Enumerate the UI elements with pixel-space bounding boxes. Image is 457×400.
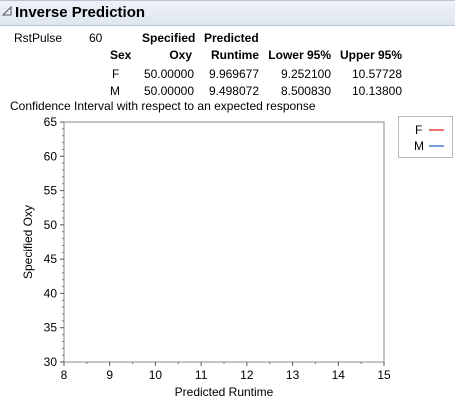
y-tick-label: 60 (44, 149, 58, 163)
chart-subtitle: Confidence Interval with respect to an e… (10, 99, 316, 113)
panel-title: Inverse Prediction (15, 4, 146, 21)
column-header-runtime: Runtime (211, 48, 259, 62)
x-tick-label: 15 (377, 368, 391, 382)
x-tick-label: 14 (332, 368, 346, 382)
column-header-upper95: Upper 95% (339, 48, 402, 62)
y-axis-label: Specified Oxy (21, 205, 35, 279)
table-cell: 50.00000 (143, 84, 194, 98)
legend-label-m: M (414, 139, 424, 153)
column-header-oxy: Oxy (169, 48, 192, 62)
y-tick-label: 35 (44, 321, 58, 335)
y-tick-label: 55 (44, 184, 58, 198)
x-tick-label: 13 (286, 368, 300, 382)
y-tick-label: 65 (44, 115, 58, 129)
table-cell: 9.969677 (208, 67, 259, 81)
column-header-specified: Specified (142, 31, 196, 45)
disclosure-triangle-icon[interactable] (2, 6, 12, 16)
x-axis-label: Predicted Runtime (175, 385, 274, 399)
x-tick-label: 10 (149, 368, 163, 382)
plot-frame (63, 121, 385, 363)
column-header-predicted: Predicted (204, 31, 259, 45)
table-cell: 10.57728 (351, 67, 402, 81)
x-tick-label: 8 (61, 368, 68, 382)
x-tick-label: 9 (106, 368, 113, 382)
inverse-prediction-chart[interactable]: 8 9 10 11 12 13 14 15 30 35 40 45 50 55 60 65 Predicted … (0, 112, 396, 400)
x-tick-label: 12 (240, 368, 254, 382)
param-value: 60 (89, 31, 103, 45)
y-tick-label: 45 (44, 252, 58, 266)
table-cell: 50.00000 (143, 67, 194, 81)
y-tick-label: 50 (44, 218, 58, 232)
y-tick-label: 30 (44, 355, 58, 369)
table-cell: 9.252100 (280, 67, 331, 81)
legend[interactable]: F M (398, 116, 453, 158)
table-cell: 8.500830 (280, 84, 331, 98)
legend-label-f: F (415, 123, 422, 137)
y-tick-label: 40 (44, 286, 58, 300)
table-cell: F (112, 67, 120, 81)
table-cell: M (110, 84, 120, 98)
x-tick-label: 11 (195, 368, 208, 382)
column-header-sex: Sex (110, 48, 132, 62)
param-label: RstPulse (14, 31, 63, 45)
table-cell: 9.498072 (208, 84, 259, 98)
column-header-lower95: Lower 95% (268, 48, 331, 62)
inverse-prediction-header[interactable]: Inverse Prediction (0, 0, 455, 26)
table-cell: 10.13800 (351, 84, 402, 98)
